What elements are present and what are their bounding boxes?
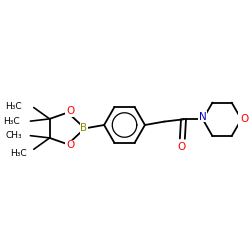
Text: N: N bbox=[199, 112, 207, 122]
Text: O: O bbox=[178, 142, 186, 152]
Text: O: O bbox=[241, 114, 249, 124]
Text: H₃C: H₃C bbox=[4, 117, 20, 126]
Text: B: B bbox=[80, 124, 87, 134]
Text: H₃C: H₃C bbox=[5, 102, 21, 111]
Text: O: O bbox=[66, 140, 74, 150]
Text: O: O bbox=[66, 106, 74, 117]
Text: CH₃: CH₃ bbox=[6, 131, 22, 140]
Text: H₃C: H₃C bbox=[10, 149, 27, 158]
